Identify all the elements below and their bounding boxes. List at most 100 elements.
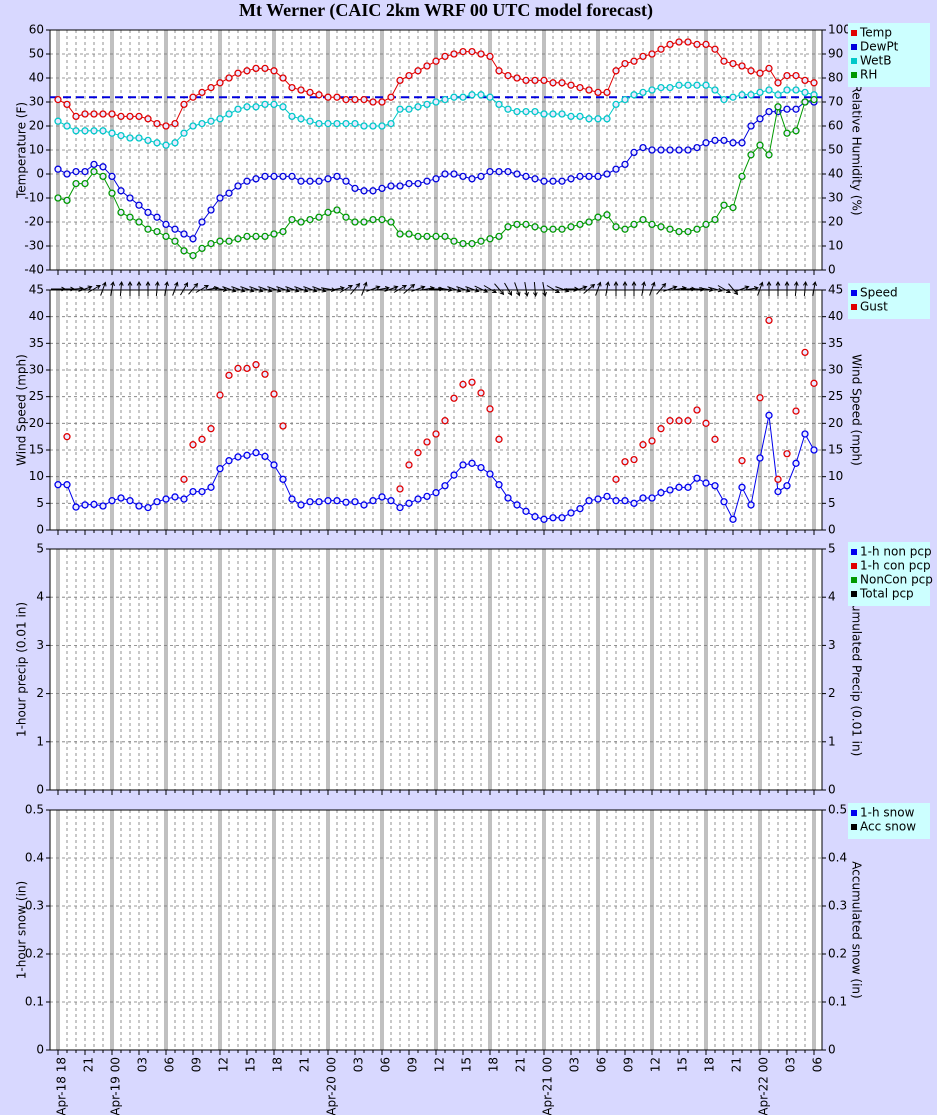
data-point xyxy=(396,485,404,493)
data-point xyxy=(432,232,440,241)
data-point xyxy=(738,139,746,147)
data-point xyxy=(450,50,458,58)
y2-tick-label: 40 xyxy=(828,167,843,181)
data-point xyxy=(729,59,737,68)
data-point xyxy=(783,105,791,113)
data-point xyxy=(396,182,404,190)
data-point xyxy=(756,141,764,149)
data-point xyxy=(405,461,413,469)
y2-tick-label: 10 xyxy=(828,239,843,253)
data-point xyxy=(279,103,287,111)
data-point xyxy=(477,91,485,99)
wind-arrow xyxy=(456,286,471,293)
legend-label: Temp xyxy=(859,26,892,40)
data-point xyxy=(639,143,647,152)
wind-arrow xyxy=(708,286,723,293)
data-point xyxy=(234,105,242,113)
data-point xyxy=(450,237,458,245)
data-point xyxy=(720,498,728,506)
data-point xyxy=(432,489,440,497)
data-point xyxy=(81,127,89,135)
data-point xyxy=(657,83,665,92)
wind-arrow xyxy=(136,280,142,296)
data-point xyxy=(117,131,125,140)
data-point xyxy=(171,139,179,147)
data-point xyxy=(657,425,665,433)
data-point xyxy=(441,417,449,425)
data-point xyxy=(756,88,764,97)
data-point xyxy=(378,184,386,193)
data-point xyxy=(522,507,530,515)
data-point xyxy=(621,95,629,104)
data-point xyxy=(126,497,134,505)
y2-tick-label: 20 xyxy=(828,416,843,430)
data-point xyxy=(459,47,467,56)
data-point xyxy=(342,177,350,185)
wind-arrow xyxy=(285,286,300,293)
data-point xyxy=(342,498,350,506)
data-point xyxy=(801,76,809,85)
wind-arrow xyxy=(294,286,309,293)
data-point xyxy=(63,481,71,489)
data-point xyxy=(549,514,557,522)
data-point xyxy=(585,86,593,94)
legend-box xyxy=(848,283,930,319)
data-point xyxy=(144,225,152,233)
data-point xyxy=(279,422,287,430)
data-point xyxy=(90,127,98,135)
legend-swatch xyxy=(851,563,857,569)
y-tick-label: 20 xyxy=(29,416,44,430)
wind-arrow xyxy=(339,284,353,293)
wind-arrow xyxy=(366,285,381,292)
data-point xyxy=(99,502,107,510)
data-point xyxy=(270,390,278,398)
data-point xyxy=(702,139,710,147)
data-point xyxy=(513,220,521,229)
data-point xyxy=(405,105,413,113)
data-point xyxy=(198,218,206,226)
y-tick-label: 40 xyxy=(29,71,44,85)
data-point xyxy=(684,227,692,236)
data-point xyxy=(333,206,341,214)
data-point xyxy=(225,74,233,82)
y2-tick-label: 5 xyxy=(828,542,836,556)
wind-arrow xyxy=(100,281,107,296)
data-point xyxy=(441,95,449,104)
x-tick-label: 12 xyxy=(649,1057,663,1072)
data-point xyxy=(252,175,260,183)
chart-title: Mt Werner (CAIC 2km WRF 00 UTC model for… xyxy=(239,0,653,21)
data-point xyxy=(567,509,575,517)
data-point xyxy=(216,79,224,87)
wind-arrow xyxy=(595,281,602,296)
data-point xyxy=(693,225,701,233)
data-point xyxy=(594,88,602,97)
data-point xyxy=(360,218,368,226)
data-point xyxy=(747,151,755,159)
data-point xyxy=(279,227,287,236)
data-point xyxy=(243,103,251,111)
y2-axis-label: Accumulated snow (in) xyxy=(850,861,864,998)
plot-frame xyxy=(49,548,823,791)
wind-arrow xyxy=(195,284,209,293)
data-point xyxy=(657,45,665,53)
data-point xyxy=(351,119,359,128)
y2-tick-label: 2 xyxy=(828,686,836,700)
data-point xyxy=(441,170,449,178)
data-point xyxy=(108,129,116,137)
legend-swatch xyxy=(851,30,857,36)
x-tick-label: Apr-22 00 xyxy=(757,1057,771,1115)
data-point xyxy=(153,213,161,221)
data-point xyxy=(567,175,575,183)
x-tick-label: 21 xyxy=(514,1057,528,1072)
y2-axis-label: Relative Humidity (%) xyxy=(850,84,864,215)
data-point xyxy=(63,122,71,130)
y-tick-label: 0.3 xyxy=(25,899,44,913)
data-point xyxy=(369,497,377,505)
data-point xyxy=(783,450,791,458)
data-point xyxy=(702,220,710,229)
data-point xyxy=(711,136,719,145)
data-point xyxy=(162,232,170,241)
data-point xyxy=(504,105,512,113)
wind-arrow xyxy=(447,286,462,293)
wind-arrow xyxy=(213,287,228,292)
